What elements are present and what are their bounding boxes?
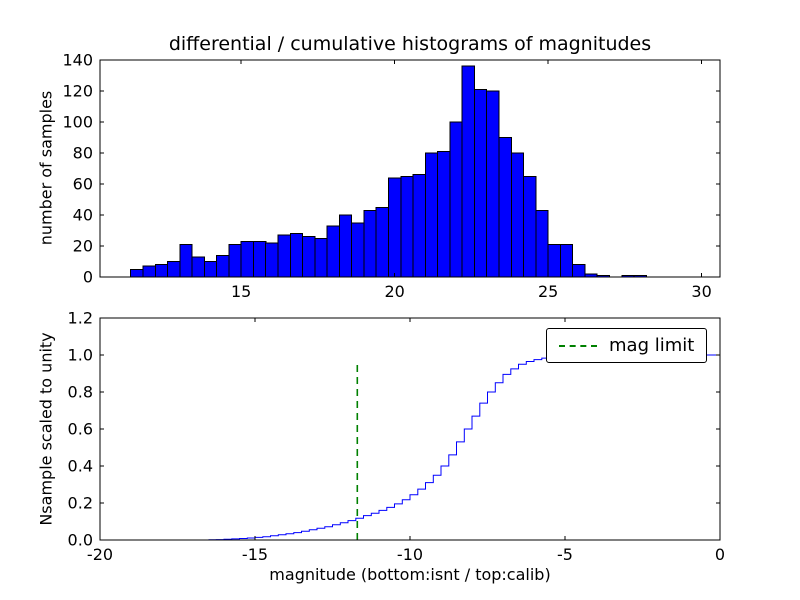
bottom-ylabel: Nsample scaled to unity: [36, 332, 56, 526]
histogram-bar: [265, 242, 279, 278]
histogram-bar: [388, 177, 402, 278]
axes-frame: [99, 59, 721, 278]
y-tick-label: 20: [73, 237, 93, 256]
y-tick-label: 0: [83, 268, 93, 287]
histogram-bar: [228, 243, 242, 278]
histogram-bar: [498, 137, 512, 278]
histogram-bar: [486, 90, 500, 278]
histogram-bar: [302, 236, 316, 278]
histogram-bar: [289, 233, 304, 278]
subplot-1: 15 20 25 30 0 20 40 60 80 100 120 140: [62, 51, 721, 301]
histogram-bar: [535, 209, 549, 278]
x-tick-label: -5: [557, 545, 573, 564]
histogram-bar: [547, 243, 561, 278]
histogram-bar: [572, 264, 586, 278]
histogram-bar: [461, 65, 475, 278]
histogram-bar: [179, 243, 193, 278]
x-tick-label: 30: [691, 282, 711, 301]
y-tick-label: 100: [62, 113, 93, 132]
x-tick-label: -10: [397, 545, 423, 564]
x-tick-label: -15: [242, 545, 268, 564]
y-tick-label: 0.8: [68, 383, 93, 402]
x-tick-label: 15: [231, 282, 251, 301]
x-tick-label: -20: [87, 545, 113, 564]
bottom-xlabel: magnitude (bottom:isnt / top:calib): [269, 565, 551, 584]
histogram-bar: [142, 265, 156, 278]
top-ylabel: number of samples: [36, 90, 56, 246]
subplot-2: -20 -15 -10 -5 0 0.0 0.2 0.4 0.6 0.8 1.0 1.2: [68, 309, 726, 565]
y-tick-label: 0.0: [68, 531, 93, 550]
histogram-bar: [400, 175, 414, 278]
y-tick-label: 0.2: [68, 494, 93, 513]
y-tick-label: 1.0: [68, 346, 93, 365]
histogram-bar: [559, 243, 574, 278]
y-tick-label: 40: [73, 206, 93, 225]
histogram-bar: [277, 234, 291, 278]
histogram-bar: [363, 209, 377, 278]
y-tick-label: 60: [73, 175, 93, 194]
histogram-bar: [351, 222, 365, 278]
histogram-bar: [473, 88, 488, 278]
y-tick-label: 140: [62, 51, 93, 70]
histogram-bar: [191, 256, 205, 278]
histogram-bar: [437, 150, 451, 278]
histogram-bar: [449, 121, 463, 278]
cumulative-step-line: [208, 354, 720, 541]
y-tick-label: 80: [73, 144, 93, 163]
histogram-bar: [130, 268, 144, 278]
legend-label: mag limit: [609, 335, 695, 356]
histogram-bar: [338, 214, 353, 278]
figure-title: differential / cumulative histograms of …: [168, 33, 652, 55]
histogram-bar: [412, 174, 426, 278]
histogram-bar: [510, 152, 525, 278]
y-tick-label: 1.2: [68, 309, 93, 328]
histogram-bar: [424, 152, 439, 278]
x-tick-label: 25: [538, 282, 558, 301]
histogram-bar: [375, 206, 390, 278]
y-tick-label: 120: [62, 82, 93, 101]
y-tick-label: 0.4: [68, 457, 93, 476]
x-tick-label: 0: [715, 545, 725, 564]
histogram-bar: [252, 240, 267, 278]
histogram-bar: [216, 254, 230, 278]
dashed-line-icon: [559, 344, 597, 347]
histogram-bar: [314, 237, 328, 278]
histogram-bar: [240, 240, 254, 278]
x-tick-label: 20: [384, 282, 404, 301]
histogram-bar: [203, 261, 218, 278]
histogram-bar: [326, 225, 340, 278]
legend: mag limit: [546, 328, 708, 363]
y-tick-label: 0.6: [68, 420, 93, 439]
histogram-bar: [523, 175, 537, 278]
histogram-bar: [154, 264, 169, 278]
histogram-bar: [167, 261, 181, 278]
